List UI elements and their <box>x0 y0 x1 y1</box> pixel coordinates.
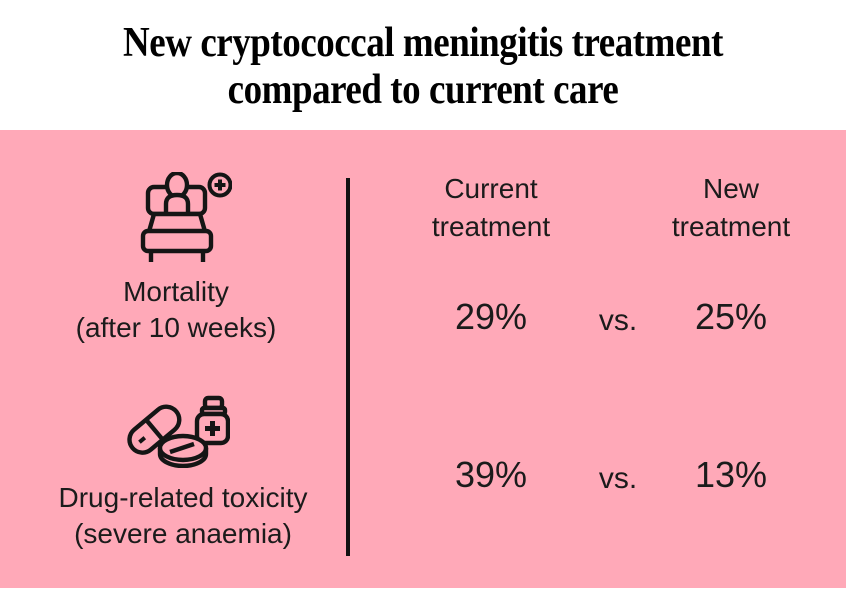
title-line-2: compared to current care <box>227 67 619 113</box>
row-label-toxicity-main: Drug-related toxicity <box>58 482 308 513</box>
title-line-1: New cryptococcal meningitis treatment <box>123 20 723 66</box>
bed-base-shape <box>140 228 214 254</box>
medication-pills-icon <box>127 395 230 468</box>
value-mortality-new: 25% <box>694 296 768 337</box>
vs-separator-row2: vs. <box>598 462 638 495</box>
tablet-shape <box>157 433 209 468</box>
capsule-shape <box>127 404 182 455</box>
medical-plus-circle <box>207 172 232 198</box>
value-toxicity-new: 13% <box>694 454 768 495</box>
value-toxicity-current: 39% <box>454 454 528 495</box>
medicine-bottle-shape <box>194 395 230 446</box>
column-header-current-treatment: Current treatment <box>431 173 551 242</box>
row-label-mortality-sub: (after 10 weeks) <box>75 312 277 343</box>
patient-in-hospital-bed-icon <box>140 172 232 262</box>
row-label-mortality-main: Mortality <box>123 276 229 307</box>
vertical-divider <box>346 178 350 556</box>
value-mortality-current: 29% <box>454 296 528 337</box>
comparison-panel: Current treatment New treatment Mortalit… <box>0 130 846 588</box>
column-header-new-treatment: New treatment <box>671 173 791 242</box>
row-label-mortality: Mortality (after 10 weeks) <box>36 274 316 346</box>
row-label-toxicity-sub: (severe anaemia) <box>74 518 292 549</box>
page-title: New cryptococcal meningitis treatment co… <box>0 20 846 114</box>
row-label-toxicity: Drug-related toxicity (severe anaemia) <box>23 480 343 552</box>
vs-separator-row1: vs. <box>598 304 638 337</box>
